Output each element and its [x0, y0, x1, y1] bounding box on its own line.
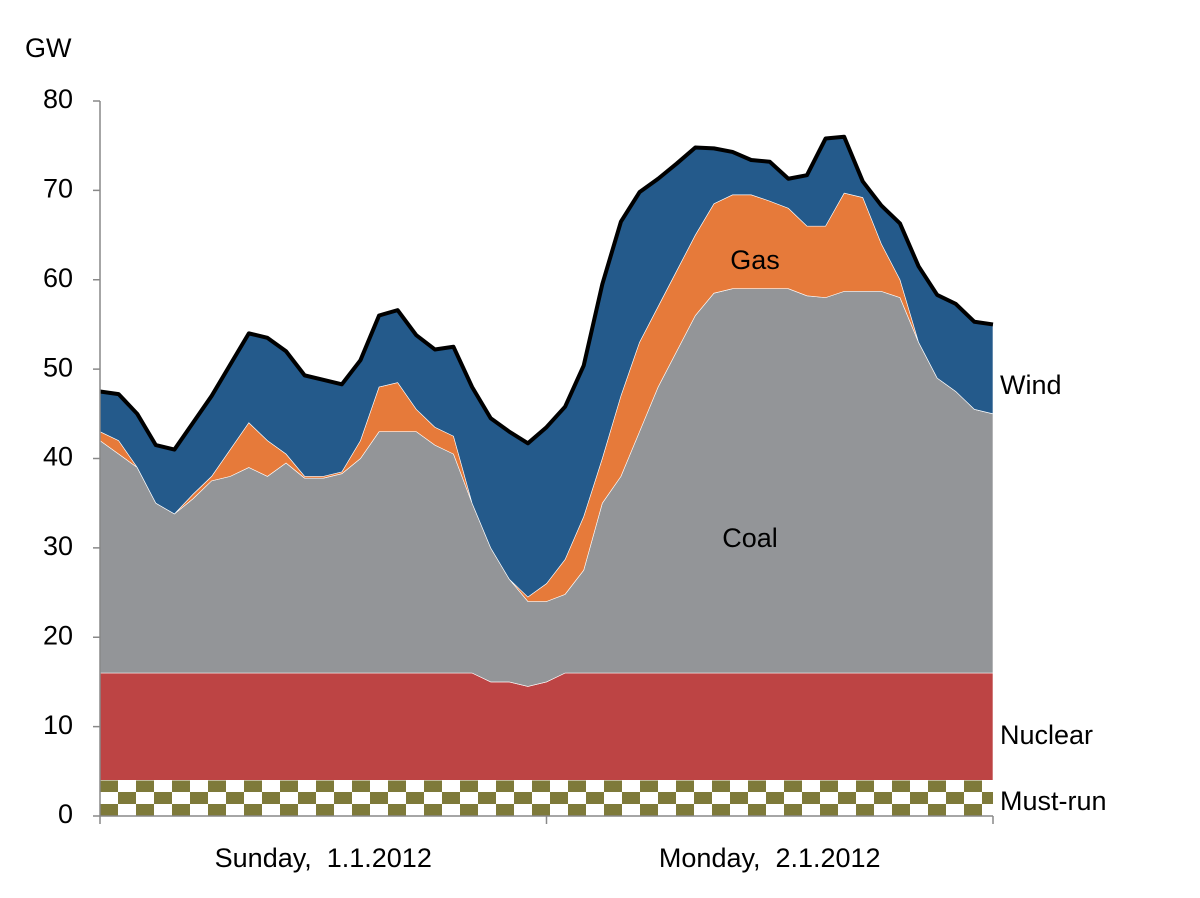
y-tick-label: 10: [43, 710, 73, 740]
series-label: Coal: [722, 523, 778, 553]
y-tick-label: 80: [43, 84, 73, 114]
x-group-label: Monday, 2.1.2012: [659, 843, 881, 873]
y-axis-label: GW: [25, 33, 72, 63]
y-tick-label: 70: [43, 174, 73, 204]
total-line: [99, 134, 994, 452]
y-tick-label: 40: [43, 442, 73, 472]
series-label: Gas: [730, 245, 780, 275]
series-label: Must-run: [1000, 786, 1107, 816]
series-label: Wind: [1000, 370, 1062, 400]
y-tick-label: 50: [43, 352, 73, 382]
y-tick-label: 20: [43, 620, 73, 650]
series-label: Nuclear: [1000, 720, 1093, 750]
y-tick-label: 0: [58, 799, 73, 829]
y-tick-label: 60: [43, 263, 73, 293]
x-group-label: Sunday, 1.1.2012: [215, 843, 432, 873]
y-tick-label: 30: [43, 531, 73, 561]
area: [99, 672, 994, 781]
area: [100, 780, 993, 816]
